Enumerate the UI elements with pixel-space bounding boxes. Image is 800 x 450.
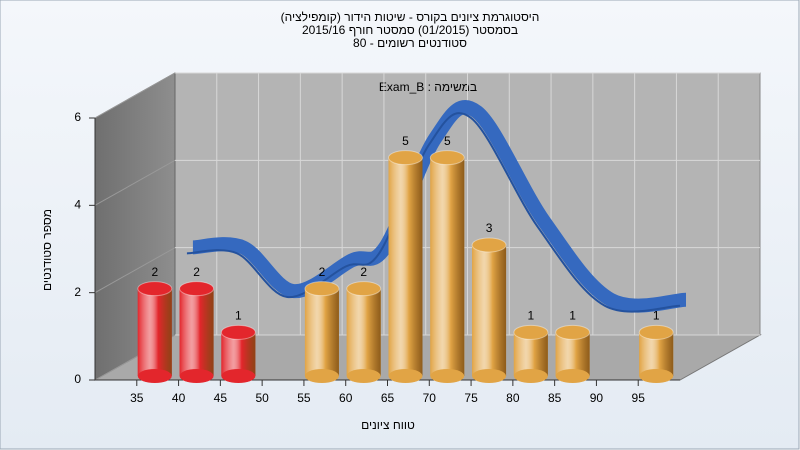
data-label: 1 xyxy=(569,309,576,323)
bar-top xyxy=(137,281,173,297)
data-label: 1 xyxy=(528,309,535,323)
data-label: 2 xyxy=(193,265,200,279)
bar xyxy=(429,150,465,383)
bar-bottom xyxy=(346,369,381,383)
bar-top xyxy=(638,324,674,340)
bar-bottom xyxy=(388,369,423,383)
bar-shade xyxy=(221,332,256,376)
x-tick-label: 90 xyxy=(590,391,604,405)
bar xyxy=(137,281,173,383)
data-label: 2 xyxy=(151,265,158,279)
bar-bottom xyxy=(639,369,674,383)
bar-bottom xyxy=(472,369,507,383)
x-tick-label: 40 xyxy=(172,391,186,405)
bar-top xyxy=(513,324,549,340)
x-tick-label: 65 xyxy=(381,391,395,405)
data-label: 1 xyxy=(653,309,660,323)
bar-top xyxy=(346,281,382,297)
data-label: 2 xyxy=(360,265,367,279)
chart-subtitle: Exam_B : במשימה xyxy=(379,80,477,94)
bar-shade xyxy=(137,288,172,376)
bar xyxy=(555,324,591,383)
bar-shade xyxy=(346,288,381,376)
bar-shade xyxy=(430,157,465,376)
bar-shade xyxy=(513,332,548,376)
bar-shade xyxy=(639,332,674,376)
x-tick-label: 35 xyxy=(130,391,144,405)
bar-bottom xyxy=(304,369,339,383)
x-tick-label: 75 xyxy=(464,391,478,405)
x-tick-label: 70 xyxy=(423,391,437,405)
bar-top xyxy=(429,150,465,166)
bar xyxy=(304,281,340,383)
bar xyxy=(220,324,256,383)
bar xyxy=(388,150,423,383)
chart-title: סטודנטים רשומים - 80 xyxy=(353,36,467,50)
bar-bottom xyxy=(513,369,548,383)
bar-bottom xyxy=(555,369,590,383)
grid-line xyxy=(94,247,176,294)
bar-shade xyxy=(179,288,214,376)
bar-shade xyxy=(304,288,339,376)
bar-shade xyxy=(472,245,507,376)
x-tick-label: 85 xyxy=(548,391,562,405)
y-tick-label: 2 xyxy=(74,285,81,299)
trend-ribbon xyxy=(192,100,687,313)
grid-line xyxy=(94,72,176,119)
x-axis-label: טווח ציונים xyxy=(361,418,415,432)
x-tick-label: 95 xyxy=(632,391,646,405)
bar xyxy=(471,237,507,383)
titles: היסטוגרמת ציונים בקורס - שיטות הידור (קו… xyxy=(281,10,540,50)
x-tick-label: 45 xyxy=(214,391,228,405)
bar-top xyxy=(388,150,423,166)
bar-top xyxy=(179,281,215,297)
bar xyxy=(179,281,215,383)
y-tick-label: 0 xyxy=(74,372,81,386)
x-tick-label: 50 xyxy=(255,391,269,405)
data-label: 5 xyxy=(444,134,451,148)
data-label: 2 xyxy=(319,265,326,279)
bar-top xyxy=(471,237,507,253)
bar xyxy=(638,324,674,383)
bar xyxy=(346,281,382,383)
data-label: 3 xyxy=(486,221,493,235)
bar-shade xyxy=(388,157,423,376)
bar-bottom xyxy=(430,369,465,383)
bar-shade xyxy=(555,332,590,376)
y-tick-label: 4 xyxy=(74,198,81,212)
bar-bottom xyxy=(221,369,256,383)
y-axis-label: מספר סטודנטים xyxy=(40,209,54,291)
bar-top xyxy=(304,281,340,297)
x-tick-label: 80 xyxy=(506,391,520,405)
x-tick-label: 60 xyxy=(339,391,353,405)
chart-title: בסמסטר (01/2015) סמסטר חורף 2015/16 xyxy=(302,23,518,37)
y-tick-label: 6 xyxy=(74,110,81,124)
bar-top xyxy=(555,324,591,340)
grid-line xyxy=(94,159,176,206)
x-tick-label: 55 xyxy=(297,391,311,405)
data-label: 5 xyxy=(402,134,409,148)
bar xyxy=(513,324,549,383)
bar-bottom xyxy=(179,369,214,383)
chart-title: היסטוגרמת ציונים בקורס - שיטות הידור (קו… xyxy=(281,10,540,24)
data-label: 1 xyxy=(235,309,242,323)
bar-top xyxy=(220,324,256,340)
bar-bottom xyxy=(137,369,172,383)
